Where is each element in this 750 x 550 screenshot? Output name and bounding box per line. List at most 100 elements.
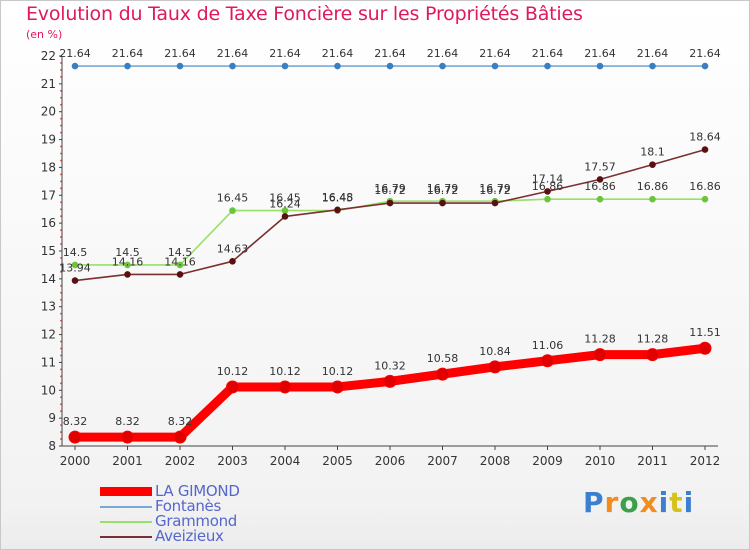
point-la-gimond-2000 [68,430,82,444]
y-tick-label-8: 8 [48,439,56,453]
chart-title: Evolution du Taux de Taxe Foncière sur l… [26,3,583,25]
x-tick-label-2009: 2009 [532,454,563,468]
data-label-aveizieux-2002: 14.16 [164,255,196,268]
point-la-gimond-2011 [646,348,659,362]
point-la-gimond-2008 [488,360,502,374]
point-grammond-2011 [649,195,656,203]
x-tick-label-2010: 2010 [585,454,616,468]
y-minor-dot [60,410,62,413]
point-grammond-2001 [124,261,131,269]
x-tick-label-2008: 2008 [480,454,511,468]
y-minor-dot [60,62,62,64]
y-tick-label-19: 19 [41,133,56,147]
point-aveizieux-2005 [334,206,341,214]
data-label-la-gimond-2012: 11.51 [689,326,721,339]
point-fontan-s-2008 [491,62,499,70]
y-minor-dot [60,347,62,350]
data-label-fontan-s-2005: 21.64 [322,47,354,60]
data-label-grammond-2001: 14.5 [115,246,140,259]
point-grammond-2000 [71,261,79,269]
y-minor-dot [60,424,62,427]
data-label-fontan-s-2010: 21.64 [584,47,616,60]
point-aveizieux-2011 [649,161,656,168]
y-minor-dot [60,368,62,371]
point-aveizieux-2001 [124,271,131,278]
y-minor-dot [60,396,62,399]
legend-label-grammond: Grammond [155,512,238,530]
y-minor-dot [60,208,62,211]
data-label-fontan-s-2003: 21.64 [217,47,249,60]
y-minor-dot [60,340,62,343]
data-label-la-gimond-2007: 10.58 [427,352,459,365]
y-minor-dot [60,243,62,245]
point-aveizieux-2000 [71,277,79,284]
point-aveizieux-2003 [229,258,236,265]
point-grammond-2003 [229,207,236,214]
data-label-la-gimond-2004: 10.12 [269,365,301,378]
point-la-gimond-2002 [173,430,187,444]
x-tick-label-2005: 2005 [322,454,353,468]
data-label-grammond-2002: 14.5 [168,246,193,259]
data-label-la-gimond-2008: 10.84 [479,345,511,358]
data-label-grammond-2008: 16.79 [479,182,511,195]
point-grammond-2004 [281,207,289,214]
legend-label-la-gimond: LA GIMOND [155,482,240,500]
y-minor-dot [60,257,62,259]
point-aveizieux-2006 [386,199,394,207]
data-label-fontan-s-2004: 21.64 [269,47,301,60]
point-fontan-s-2002 [176,62,184,70]
y-tick-label-16: 16 [41,216,56,230]
legend-label-fontanes: Fontanès [155,497,222,515]
x-tick-label-2001: 2001 [112,454,143,468]
y-tick-label-15: 15 [41,244,56,258]
y-minor-dot [60,236,62,238]
y-minor-dot [60,312,62,315]
y-minor-dot [60,75,62,78]
data-label-fontan-s-2006: 21.64 [374,47,406,60]
legend-swatch-la-gimond [100,486,152,496]
y-minor-dot [60,89,62,92]
data-label-aveizieux-2007: 16.72 [427,184,459,197]
y-tick-label-9: 9 [48,411,56,425]
point-fontan-s-2010 [596,62,604,70]
data-label-la-gimond-2000: 8.32 [63,415,88,428]
legend-swatch-aveizieux [100,535,152,538]
data-label-la-gimond-2011: 11.28 [637,333,669,346]
y-minor-dot [60,431,62,433]
y-unit-label: (en %) [26,28,63,41]
y-minor-dot [60,131,62,134]
data-label-grammond-2012: 16.86 [689,180,721,193]
point-aveizieux-2008 [491,199,499,207]
x-tick-label-2003: 2003 [217,454,248,468]
y-tick-label-12: 12 [41,328,56,342]
data-label-grammond-2005: 16.45 [322,192,354,205]
logo-letter: i [683,486,695,519]
data-label-grammond-2007: 16.79 [427,182,459,195]
y-minor-dot [60,438,62,440]
point-la-gimond-2009 [541,354,554,368]
y-tick-label-11: 11 [41,355,56,369]
x-tick-label-2007: 2007 [427,454,458,468]
y-minor-dot [60,229,62,232]
point-fontan-s-2011 [649,62,656,70]
point-fontan-s-2009 [544,62,551,70]
y-tick-label-14: 14 [41,272,56,286]
data-label-la-gimond-2009: 11.06 [532,339,564,352]
data-label-aveizieux-2011: 18.1 [640,146,665,159]
point-la-gimond-2005 [331,380,344,394]
axes: 8 9 10 11 12 13 14 15 16 17 18 19 20 21 22 2000 2001 2002… [41,49,721,468]
y-minor-dot [60,354,62,357]
y-minor-dot [60,375,62,378]
y-tick-label-10: 10 [41,383,56,397]
data-label-aveizieux-2006: 16.72 [374,184,406,197]
y-minor-dot [60,103,62,106]
y-minor-dot [60,187,62,190]
y-tick-label-22: 22 [41,49,56,63]
logo-letter: P [583,486,605,519]
y-minor-dot [60,264,62,266]
data-label-aveizieux-2012: 18.64 [689,131,721,144]
data-label-aveizieux-2009: 17.14 [532,172,564,185]
point-aveizieux-2002 [176,271,184,278]
x-tick-label-2012: 2012 [690,454,721,468]
x-tick-label-2002: 2002 [165,454,196,468]
